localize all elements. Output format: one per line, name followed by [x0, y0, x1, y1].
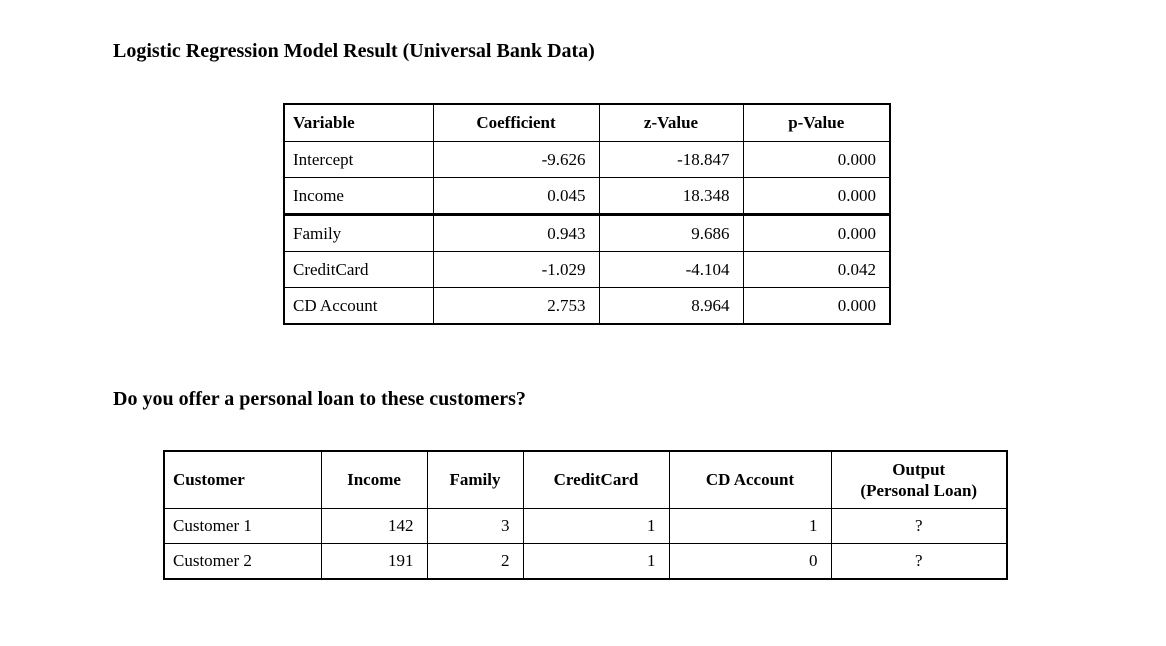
page-title: Logistic Regression Model Result (Univer…: [113, 40, 595, 62]
p-value-cell: 0.000: [742, 213, 891, 252]
z-value-cell: -18.847: [598, 141, 744, 178]
cd-account-cell: 1: [668, 508, 832, 544]
z-value-cell: 8.964: [598, 287, 744, 325]
variable-name-cell: CD Account: [283, 287, 434, 325]
table-row-customer-2: Customer 2 191 2 1 0 ?: [163, 543, 1008, 580]
output-cell: ?: [830, 543, 1008, 580]
table-row-customer-1: Customer 1 142 3 1 1 ?: [163, 508, 1008, 544]
customer-table: Customer Income Family CreditCard CD Acc…: [163, 450, 1008, 580]
column-header-customer: Customer: [163, 450, 322, 509]
table-row-creditcard: CreditCard -1.029 -4.104 0.042: [283, 251, 891, 288]
p-value-cell: 0.000: [742, 287, 891, 325]
table-row-income: Income 0.045 18.348 0.000: [283, 177, 891, 215]
output-header-line2: (Personal Loan): [860, 481, 978, 500]
question-text: Do you offer a personal loan to these cu…: [113, 388, 526, 410]
table-row-intercept: Intercept -9.626 -18.847 0.000: [283, 141, 891, 178]
p-value-cell: 0.000: [742, 141, 891, 178]
column-header-output: Output (Personal Loan): [830, 450, 1008, 509]
p-value-cell: 0.000: [742, 177, 891, 215]
creditcard-cell: 1: [522, 508, 670, 544]
variable-name-cell: Family: [283, 213, 434, 252]
income-cell: 191: [320, 543, 428, 580]
model-result-table: Variable Coefficient z-Value p-Value Int…: [283, 103, 891, 325]
column-header-creditcard: CreditCard: [522, 450, 670, 509]
coefficient-cell: -1.029: [432, 251, 600, 288]
coefficient-cell: -9.626: [432, 141, 600, 178]
coefficient-cell: 2.753: [432, 287, 600, 325]
cd-account-cell: 0: [668, 543, 832, 580]
column-header-variable: Variable: [283, 103, 434, 142]
column-header-income: Income: [320, 450, 428, 509]
creditcard-cell: 1: [522, 543, 670, 580]
column-header-z-value: z-Value: [598, 103, 744, 142]
z-value-cell: 9.686: [598, 213, 744, 252]
customer-table-header-row: Customer Income Family CreditCard CD Acc…: [163, 450, 1008, 509]
customer-name-cell: Customer 2: [163, 543, 322, 580]
table-row-family: Family 0.943 9.686 0.000: [283, 213, 891, 252]
column-header-family: Family: [426, 450, 524, 509]
output-cell: ?: [830, 508, 1008, 544]
family-cell: 2: [426, 543, 524, 580]
p-value-cell: 0.042: [742, 251, 891, 288]
output-header-line1: Output: [892, 459, 946, 479]
variable-name-cell: Intercept: [283, 141, 434, 178]
z-value-cell: -4.104: [598, 251, 744, 288]
model-table-header-row: Variable Coefficient z-Value p-Value: [283, 103, 891, 142]
family-cell: 3: [426, 508, 524, 544]
coefficient-cell: 0.943: [432, 213, 600, 252]
z-value-cell: 18.348: [598, 177, 744, 215]
income-cell: 142: [320, 508, 428, 544]
table-row-cd-account: CD Account 2.753 8.964 0.000: [283, 287, 891, 325]
column-header-coefficient: Coefficient: [432, 103, 600, 142]
variable-name-cell: Income: [283, 177, 434, 215]
variable-name-cell: CreditCard: [283, 251, 434, 288]
customer-name-cell: Customer 1: [163, 508, 322, 544]
column-header-p-value: p-Value: [742, 103, 891, 142]
column-header-cd-account: CD Account: [668, 450, 832, 509]
coefficient-cell: 0.045: [432, 177, 600, 215]
